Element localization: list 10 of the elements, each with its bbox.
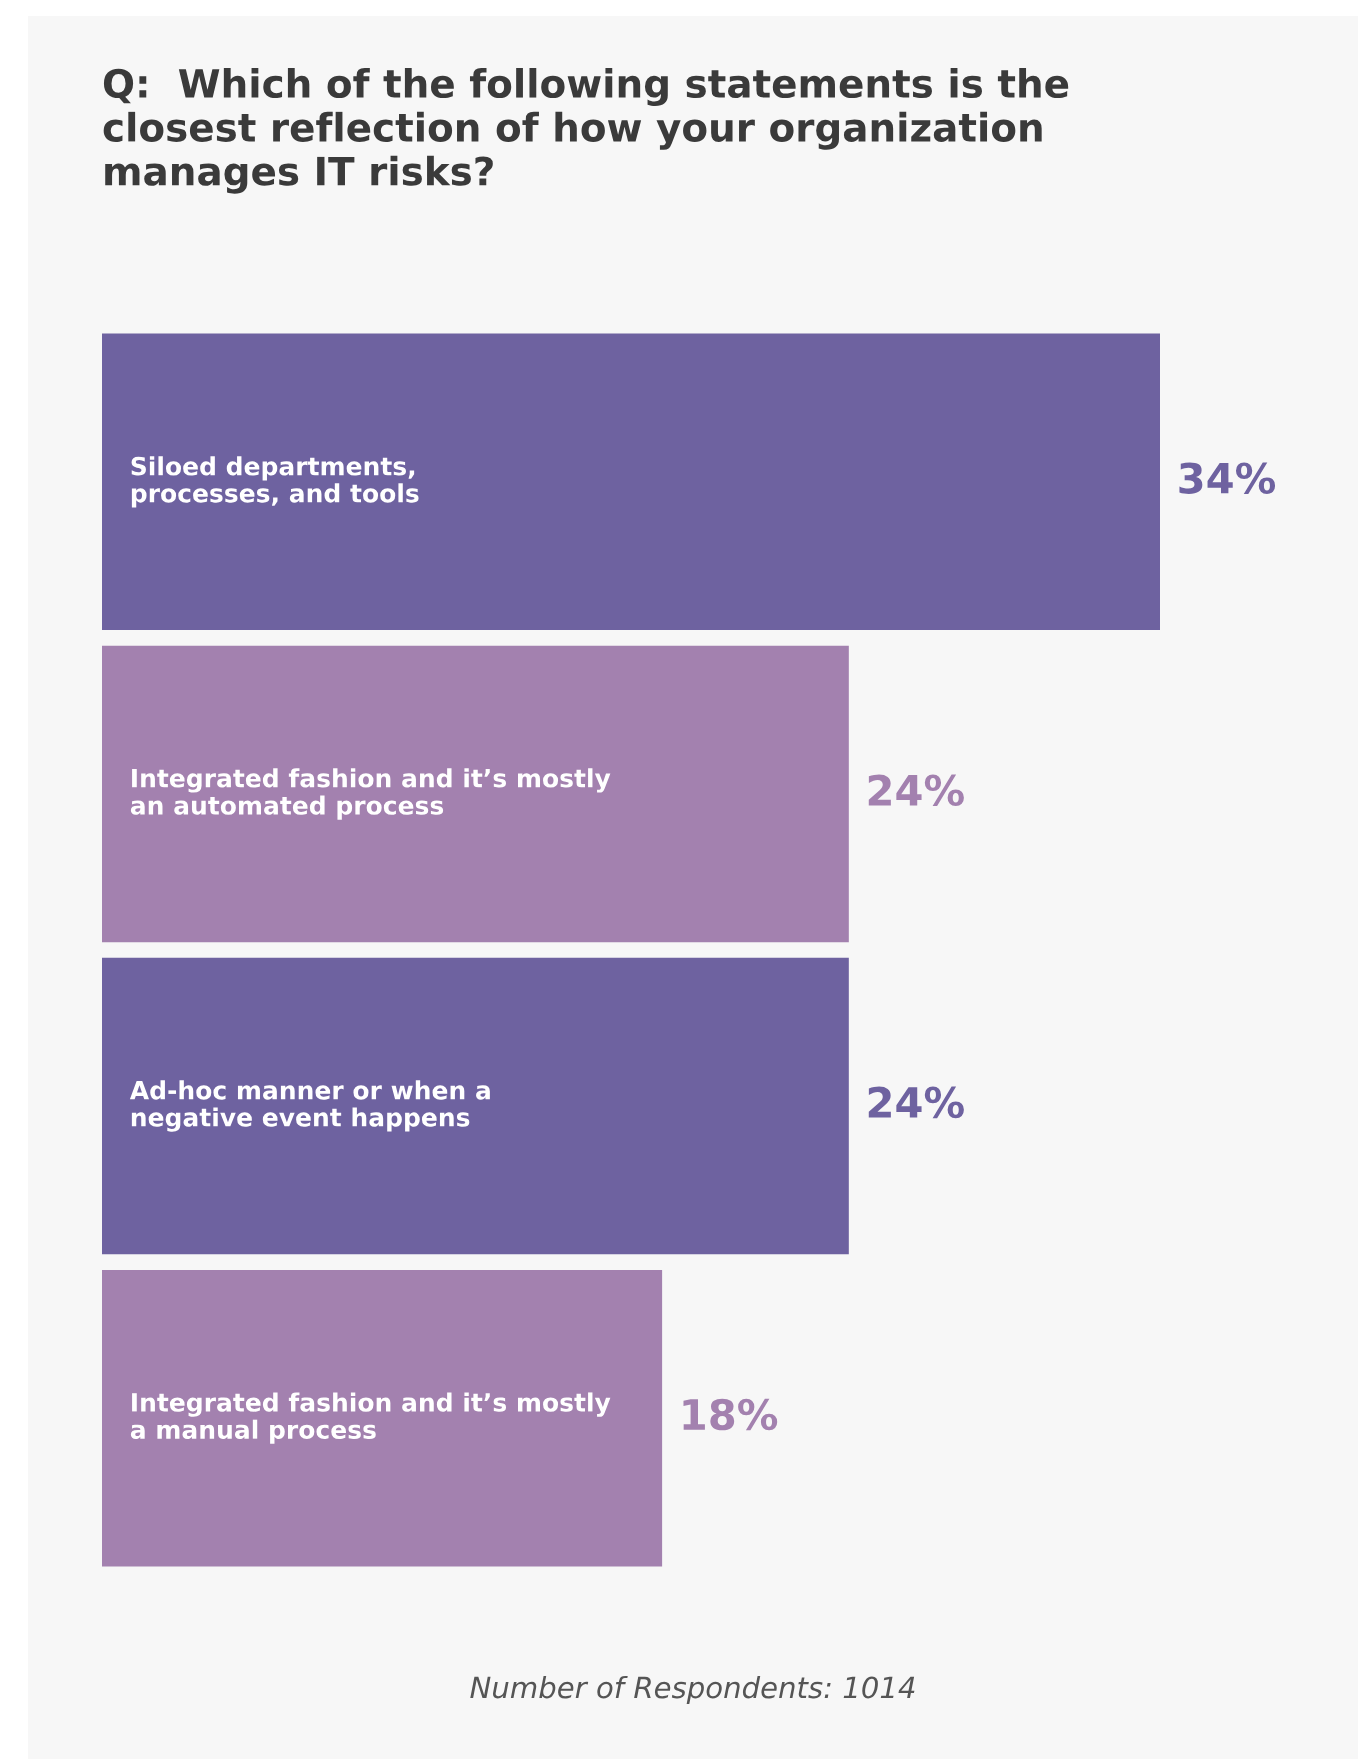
- data-label: 34%: [1179, 462, 1276, 494]
- y-tick-label: Integrated fashion and it’s mostly an automated process: [130, 768, 611, 820]
- data-label: 18%: [683, 1398, 778, 1431]
- y-tick-label: Siloed departments, processes, and tools: [131, 456, 419, 508]
- text: Number of Respondents: 1014: [470, 1675, 915, 1705]
- data-label: 24%: [868, 774, 964, 807]
- y-tick-label: Ad-hoc manner or when a negative event happens: [129, 1080, 490, 1132]
- y-tick-label: Integrated fashion and it’s mostly a manual process: [130, 1392, 611, 1444]
- chart-title: Q: Which of the following statements is the closest reflection of how your organization manages IT risks?: [103, 68, 1069, 194]
- data-label: 24%: [868, 1086, 964, 1119]
